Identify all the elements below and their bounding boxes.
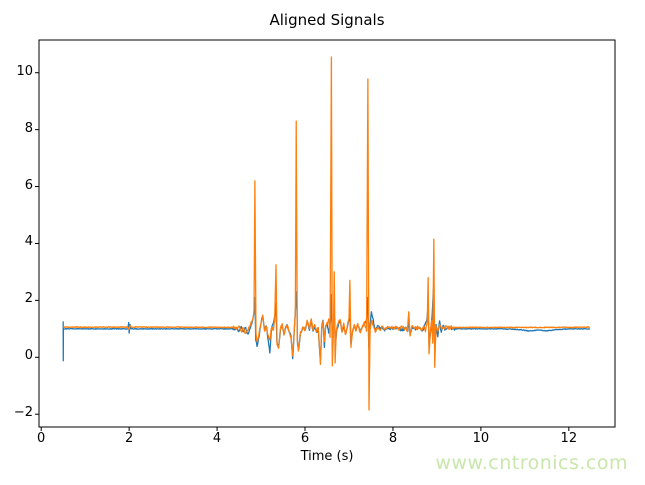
x-tick-label: 10: [472, 431, 490, 446]
y-tick-label: −2: [13, 405, 33, 421]
x-tick-label: 8: [388, 431, 398, 446]
signal-line-signal-2: [62, 56, 591, 411]
x-axis-label: Time (s): [300, 449, 354, 464]
x-tick-label: 12: [560, 431, 578, 446]
watermark-text: www.cntronics.com: [435, 452, 628, 474]
x-tick-label: 0: [37, 431, 46, 446]
y-tick-label: 4: [24, 234, 33, 250]
x-tick-label: 6: [300, 431, 310, 446]
chart-title: Aligned Signals: [269, 11, 385, 29]
y-tick-label: 2: [24, 291, 33, 307]
x-tick-label: 4: [212, 431, 222, 446]
y-tick-label: 6: [24, 177, 33, 193]
x-tick-label: 2: [124, 431, 134, 446]
y-tick-label: 10: [16, 63, 33, 79]
y-tick-label: 0: [24, 348, 33, 364]
y-tick-label: 8: [24, 120, 33, 136]
axes-spines: [38, 39, 616, 428]
